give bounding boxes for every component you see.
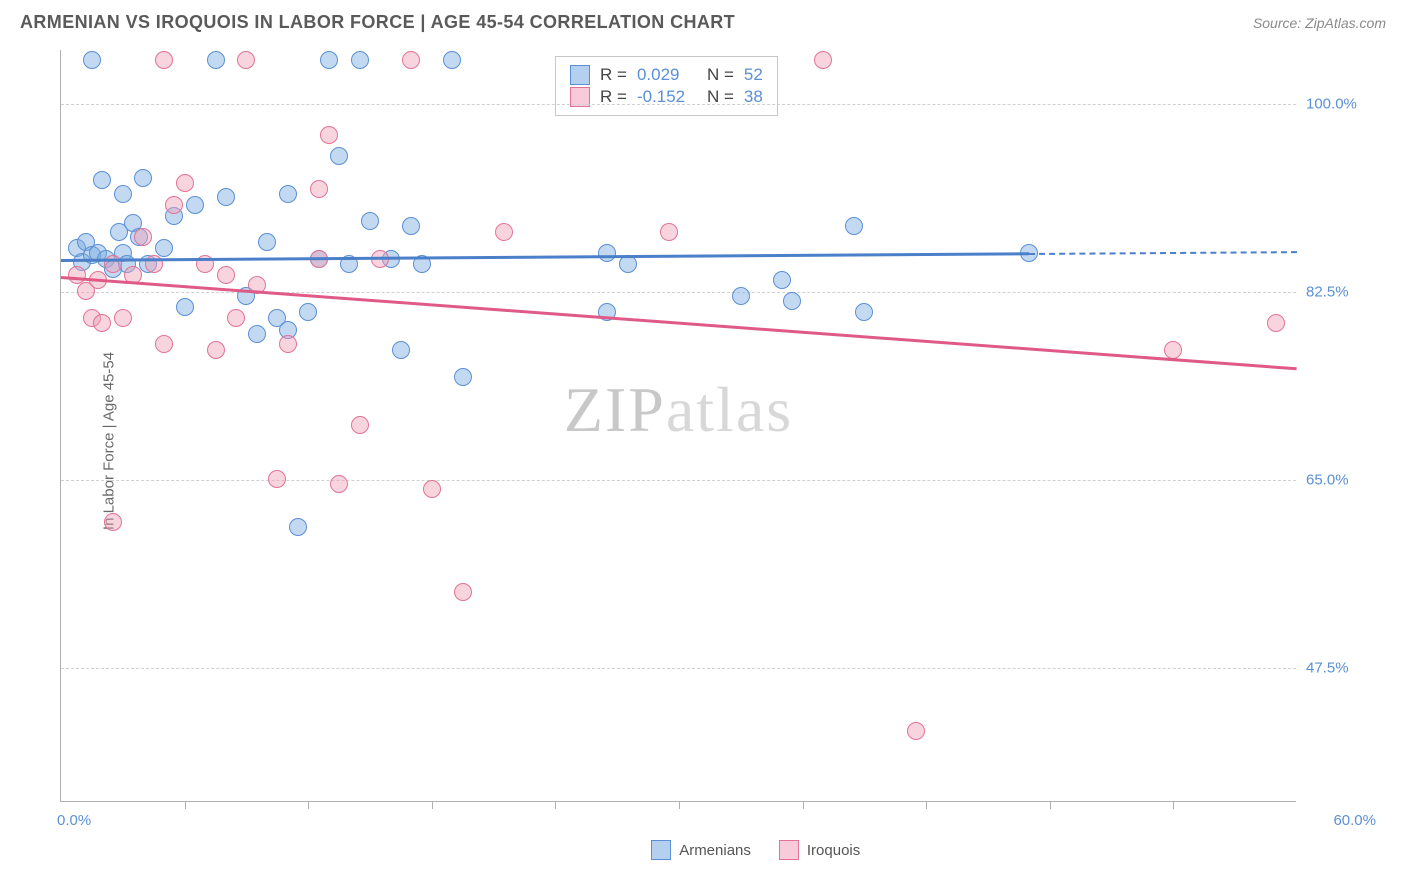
data-point-pink [165,196,183,214]
x-tick [432,801,433,809]
data-point-blue [845,217,863,235]
r-value: 0.029 [637,65,697,85]
data-point-blue [186,196,204,214]
source-attribution: Source: ZipAtlas.com [1253,15,1386,31]
data-point-pink [93,314,111,332]
legend-row: R = 0.029 N = 52 [570,65,763,85]
data-point-blue [248,325,266,343]
data-point-blue [598,244,616,262]
data-point-pink [495,223,513,241]
legend-swatch [651,840,671,860]
data-point-pink [237,51,255,69]
data-point-pink [217,266,235,284]
chart-container: In Labor Force | Age 45-54 ZIPatlas R =0… [50,50,1386,832]
legend-item: Iroquois [779,840,860,860]
gridline [61,480,1296,481]
x-axis-label: 0.0% [57,812,91,829]
x-tick [926,801,927,809]
series-legend: Armenians Iroquois [651,840,860,860]
data-point-pink [814,51,832,69]
x-tick [679,801,680,809]
data-point-blue [114,185,132,203]
watermark: ZIPatlas [564,373,793,447]
y-tick-label: 65.0% [1306,471,1376,488]
data-point-pink [207,341,225,359]
data-point-blue [402,217,420,235]
data-point-pink [134,228,152,246]
x-tick [308,801,309,809]
data-point-pink [104,513,122,531]
data-point-pink [155,335,173,353]
legend-swatch [779,840,799,860]
n-value: 52 [744,65,763,85]
data-point-blue [855,303,873,321]
data-point-blue [207,51,225,69]
data-point-pink [351,416,369,434]
x-tick [555,801,556,809]
data-point-pink [660,223,678,241]
data-point-pink [104,255,122,273]
data-point-pink [310,180,328,198]
chart-header: ARMENIAN VS IROQUOIS IN LABOR FORCE | AG… [0,0,1406,37]
gridline [61,104,1296,105]
data-point-blue [258,233,276,251]
data-point-blue [773,271,791,289]
data-point-pink [155,51,173,69]
data-point-blue [361,212,379,230]
legend-label: Iroquois [807,842,860,859]
legend-label: Armenians [679,842,751,859]
data-point-blue [454,368,472,386]
gridline [61,668,1296,669]
data-point-blue [330,147,348,165]
legend-item: Armenians [651,840,751,860]
data-point-pink [402,51,420,69]
data-point-blue [217,188,235,206]
data-point-pink [1267,314,1285,332]
r-label: R = [600,65,627,85]
data-point-blue [289,518,307,536]
data-point-pink [268,470,286,488]
x-tick [1173,801,1174,809]
data-point-pink [1164,341,1182,359]
chart-title: ARMENIAN VS IROQUOIS IN LABOR FORCE | AG… [20,12,735,33]
data-point-blue [155,239,173,257]
data-point-pink [907,722,925,740]
x-tick [1050,801,1051,809]
n-label: N = [707,65,734,85]
data-point-pink [330,475,348,493]
plot-area: ZIPatlas R =0.029N =52R =-0.152N =38 47.… [60,50,1296,802]
data-point-pink [320,126,338,144]
data-point-pink [227,309,245,327]
watermark-prefix: ZIP [564,374,666,445]
data-point-pink [423,480,441,498]
data-point-blue [299,303,317,321]
y-tick-label: 100.0% [1306,95,1376,112]
legend-swatch [570,65,590,85]
x-axis-label: 60.0% [1333,812,1376,829]
y-tick-label: 47.5% [1306,659,1376,676]
watermark-suffix: atlas [666,374,793,445]
correlation-legend: R =0.029N =52R =-0.152N =38 [555,56,778,116]
data-point-blue [443,51,461,69]
data-point-blue [176,298,194,316]
data-point-blue [392,341,410,359]
data-point-blue [83,51,101,69]
data-point-blue [783,292,801,310]
data-point-pink [454,583,472,601]
data-point-pink [114,309,132,327]
y-tick-label: 82.5% [1306,283,1376,300]
data-point-blue [351,51,369,69]
trendline [61,276,1297,370]
data-point-blue [320,51,338,69]
trendline [1029,251,1297,255]
x-tick [185,801,186,809]
data-point-blue [279,185,297,203]
data-point-pink [176,174,194,192]
x-tick [803,801,804,809]
data-point-pink [279,335,297,353]
data-point-blue [93,171,111,189]
data-point-blue [732,287,750,305]
data-point-blue [134,169,152,187]
